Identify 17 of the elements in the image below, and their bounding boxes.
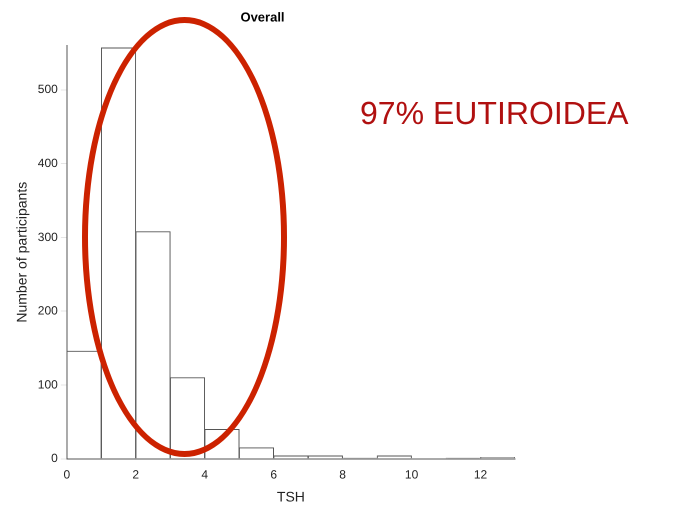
x-tick-label: 2	[132, 467, 140, 482]
y-tick-label: 0	[51, 451, 58, 466]
x-axis-title: TSH	[276, 488, 305, 504]
annotation: 97% EUTIROIDEA	[360, 95, 629, 132]
x-tick-label: 6	[270, 467, 278, 482]
y-tick-label: 200	[38, 304, 58, 318]
x-tick-label: 0	[63, 467, 70, 482]
y-tick-label: 500	[38, 82, 58, 96]
y-axis-title: Number of participants	[13, 182, 30, 323]
x-tick-label: 4	[201, 467, 208, 482]
chart-title: Overall	[240, 9, 285, 24]
y-tick-label: 100	[38, 377, 58, 392]
y-tick-label: 300	[38, 230, 58, 244]
y-tick-label: 400	[38, 156, 58, 170]
x-tick-label: 12	[474, 467, 488, 482]
x-tick-label: 10	[404, 467, 419, 482]
x-tick-label: 8	[339, 467, 346, 482]
